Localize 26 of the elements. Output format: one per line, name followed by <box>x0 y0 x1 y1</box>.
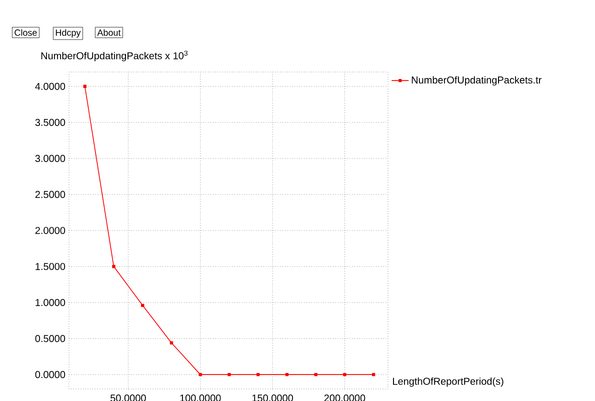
legend-label: NumberOfUpdatingPackets.tr <box>412 76 542 86</box>
point <box>112 264 116 268</box>
y-tick-label: 1.5000 <box>36 262 66 270</box>
point <box>314 372 318 376</box>
point <box>170 341 174 344</box>
point <box>228 372 231 376</box>
point <box>83 84 86 88</box>
point <box>141 304 144 308</box>
point <box>256 372 260 376</box>
y-tick-label: 3.5000 <box>35 118 66 126</box>
point <box>198 372 202 376</box>
y-tick-label: 4.0000 <box>35 82 66 90</box>
point <box>372 372 376 376</box>
y-tick-label: 0.5000 <box>35 335 66 342</box>
x-axis-title: LengthOfReportPeriod(s) <box>393 377 504 387</box>
y-tick-label: 1.0000 <box>36 298 66 306</box>
point <box>285 372 289 376</box>
text: Hdcpy <box>56 29 81 38</box>
y-axis-title: NumberOfUpdatingPackets x 10$^{3}$ <box>41 50 188 62</box>
y-tick-label: 2.0000 <box>35 226 66 234</box>
text: Close <box>14 29 37 36</box>
text: About <box>97 29 121 36</box>
point <box>343 372 346 376</box>
y-tick-label: 2.5000 <box>35 190 66 198</box>
y-tick-label: 0.0000 <box>35 371 66 378</box>
y-tick-label: 3.0000 <box>35 154 66 162</box>
